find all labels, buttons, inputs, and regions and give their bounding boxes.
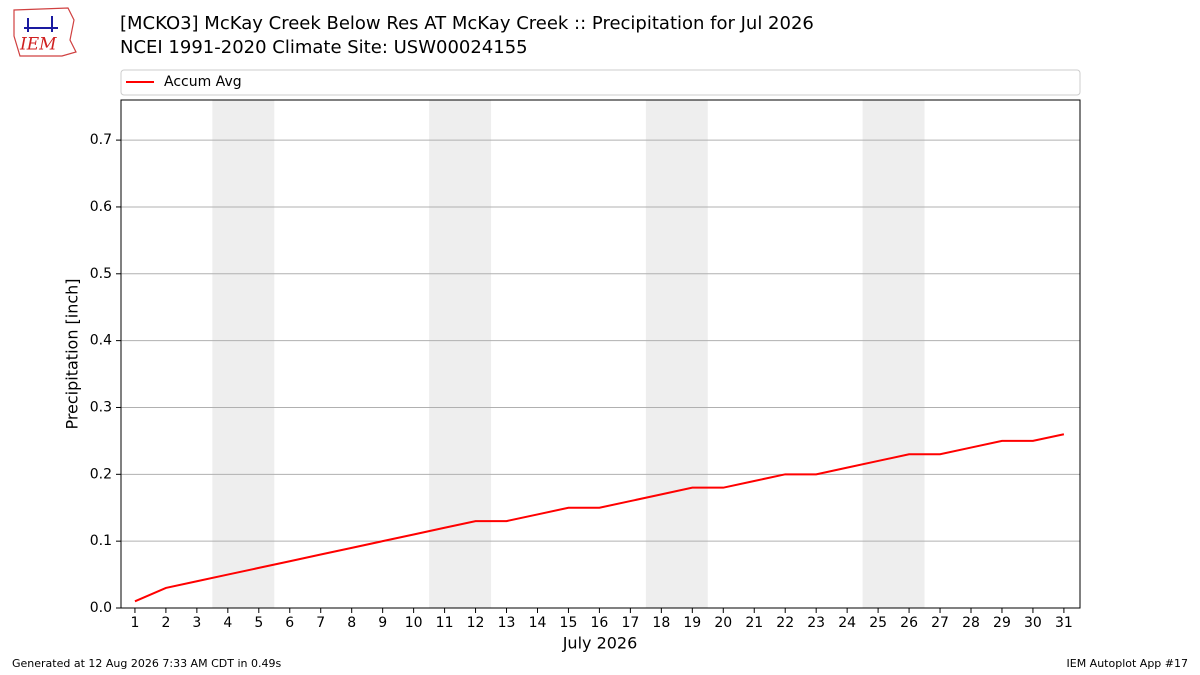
x-tick-label: 17 — [621, 615, 639, 631]
y-tick-label: 0.5 — [90, 266, 112, 282]
x-tick-label: 29 — [993, 615, 1011, 631]
footer-right: IEM Autoplot App #17 — [1067, 657, 1189, 670]
y-tick-label: 0.4 — [90, 333, 112, 349]
weekend-shade — [212, 100, 275, 608]
weekend-shade — [645, 100, 708, 608]
footer-left: Generated at 12 Aug 2026 7:33 AM CDT in … — [12, 657, 281, 670]
x-tick-label: 13 — [498, 615, 516, 631]
chart-subtitle: NCEI 1991-2020 Climate Site: USW00024155 — [120, 37, 528, 58]
x-tick-label: 5 — [254, 615, 263, 631]
x-tick-label: 7 — [316, 615, 325, 631]
legend-box — [120, 69, 1081, 96]
x-tick-label: 2 — [161, 615, 170, 631]
x-tick-label: 1 — [130, 615, 139, 631]
x-tick-label: 14 — [529, 615, 547, 631]
x-axis-label: July 2026 — [562, 634, 638, 653]
legend-label: Accum Avg — [164, 74, 242, 90]
x-tick-label: 24 — [838, 615, 856, 631]
weekend-shade — [429, 100, 492, 608]
y-tick-label: 0.6 — [90, 199, 112, 215]
x-tick-label: 19 — [683, 615, 701, 631]
y-tick-label: 0.7 — [90, 132, 112, 148]
x-tick-label: 10 — [405, 615, 423, 631]
y-tick-label: 0.0 — [90, 600, 112, 616]
y-tick-label: 0.3 — [90, 399, 112, 415]
x-tick-label: 4 — [223, 615, 232, 631]
x-tick-label: 15 — [560, 615, 578, 631]
y-axis-label: Precipitation [inch] — [63, 278, 82, 429]
x-tick-label: 21 — [745, 615, 763, 631]
plot-frame — [120, 99, 1081, 609]
x-tick-label: 22 — [776, 615, 794, 631]
x-tick-label: 30 — [1024, 615, 1042, 631]
y-tick-label: 0.2 — [90, 466, 112, 482]
chart-title: [MCKO3] McKay Creek Below Res AT McKay C… — [120, 13, 814, 34]
x-tick-label: 31 — [1055, 615, 1073, 631]
x-tick-label: 27 — [931, 615, 949, 631]
x-tick-label: 12 — [467, 615, 485, 631]
x-tick-label: 11 — [436, 615, 454, 631]
x-tick-label: 8 — [347, 615, 356, 631]
logo-text: IEM — [19, 35, 57, 55]
x-tick-label: 16 — [591, 615, 609, 631]
x-tick-label: 26 — [900, 615, 918, 631]
series-line — [134, 433, 1065, 603]
x-tick-label: 9 — [378, 615, 387, 631]
x-tick-label: 20 — [714, 615, 732, 631]
x-tick-label: 6 — [285, 615, 294, 631]
logo-outline — [13, 7, 77, 57]
x-tick-label: 23 — [807, 615, 825, 631]
x-tick-label: 18 — [652, 615, 670, 631]
x-tick-label: 3 — [192, 615, 201, 631]
x-tick-label: 28 — [962, 615, 980, 631]
x-tick-label: 25 — [869, 615, 887, 631]
y-tick-label: 0.1 — [90, 533, 112, 549]
logo: IEM — [13, 7, 77, 57]
weekend-shade — [862, 100, 925, 608]
